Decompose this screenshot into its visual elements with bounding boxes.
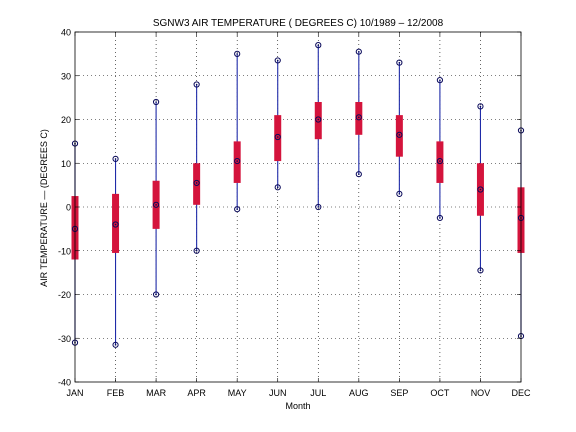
min-dot-sep — [398, 193, 401, 195]
x-tick-label: SEP — [390, 388, 408, 398]
min-point-feb — [112, 341, 119, 348]
min-dot-oct — [439, 217, 441, 219]
median-point-jun — [274, 133, 281, 141]
box-jun — [274, 115, 282, 162]
median-point-apr — [193, 179, 200, 187]
x-tick-label: DEC — [511, 388, 531, 398]
y-axis-label: AIR TEMPERATURE — (DEGREES C) — [39, 129, 49, 287]
min-point-mar — [152, 291, 160, 298]
max-point-oct — [436, 77, 444, 84]
min-dot-feb — [114, 344, 117, 346]
median-dot-mar — [155, 204, 157, 206]
max-dot-jun — [276, 59, 279, 62]
median-point-may — [234, 157, 241, 165]
y-tick-label: -20 — [58, 290, 71, 300]
median-dot-aug — [358, 116, 360, 119]
min-point-jun — [274, 184, 281, 191]
median-point-sep — [396, 131, 403, 138]
y-tick-label: 30 — [61, 71, 71, 81]
x-tick-label: JUN — [269, 388, 287, 398]
median-point-feb — [112, 221, 119, 228]
x-tick-label: APR — [187, 388, 206, 398]
min-dot-nov — [479, 269, 482, 272]
min-dot-may — [236, 208, 238, 210]
max-dot-sep — [398, 61, 401, 64]
y-tick-label: 20 — [61, 115, 71, 125]
min-point-apr — [193, 247, 200, 254]
median-dot-jul — [317, 118, 320, 121]
max-point-sep — [396, 59, 403, 66]
min-point-aug — [355, 171, 362, 178]
median-point-nov — [477, 186, 484, 193]
max-dot-nov — [479, 105, 482, 108]
x-tick-label: OCT — [430, 388, 450, 398]
box-sep — [395, 115, 403, 157]
min-point-nov — [477, 267, 484, 274]
box-aug — [355, 102, 363, 135]
box-feb — [112, 193, 120, 253]
y-tick-label: -30 — [58, 334, 71, 344]
min-dot-mar — [155, 293, 157, 296]
max-point-may — [234, 50, 241, 57]
max-dot-mar — [155, 101, 157, 103]
x-tick-label: MAY — [228, 388, 247, 398]
max-dot-aug — [358, 50, 360, 53]
max-dot-jul — [317, 44, 320, 46]
median-point-mar — [152, 201, 160, 208]
median-dot-nov — [479, 188, 482, 191]
min-point-may — [234, 206, 241, 213]
box-jul — [314, 102, 322, 140]
median-dot-may — [236, 160, 238, 162]
median-point-aug — [355, 114, 362, 121]
x-axis-label: Month — [285, 401, 310, 411]
x-tick-label: FEB — [107, 388, 125, 398]
x-tick-label: MAR — [146, 388, 167, 398]
min-point-sep — [396, 190, 403, 197]
min-dot-jul — [317, 206, 320, 208]
max-point-jun — [274, 57, 281, 64]
min-dot-aug — [358, 173, 360, 175]
min-point-jul — [315, 203, 322, 211]
max-dot-feb — [114, 158, 117, 160]
median-dot-jun — [276, 136, 279, 138]
x-tick-label: JAN — [66, 388, 83, 398]
median-dot-oct — [439, 160, 441, 162]
max-dot-may — [236, 53, 238, 55]
y-tick-label: 0 — [66, 203, 71, 213]
median-point-jul — [315, 116, 322, 123]
max-point-feb — [112, 155, 119, 162]
median-dot-apr — [195, 182, 198, 184]
min-dot-jun — [276, 186, 279, 189]
median-point-oct — [436, 157, 444, 165]
max-point-mar — [152, 98, 160, 106]
x-tick-label: JUL — [310, 388, 326, 398]
x-tick-label: NOV — [471, 388, 491, 398]
y-tick-label: 40 — [61, 28, 71, 38]
max-point-nov — [477, 103, 484, 110]
max-point-aug — [355, 48, 362, 55]
y-tick-label: 10 — [61, 159, 71, 169]
min-dot-apr — [195, 249, 198, 252]
axis-ticks: -40 -30 -20 -10 0 10 20 30 40 JAN FEB MAR APR MAY JUN J… — [58, 28, 531, 399]
max-dot-oct — [439, 79, 441, 81]
box-oct — [436, 141, 444, 183]
y-tick-label: -40 — [58, 378, 71, 388]
median-dot-sep — [398, 134, 401, 136]
x-tick-label: AUG — [349, 388, 369, 398]
chart-title: SGNW3 AIR TEMPERATURE ( DEGREES C) 10/19… — [153, 18, 444, 29]
max-dot-apr — [195, 83, 198, 86]
max-point-jul — [315, 42, 322, 49]
min-point-oct — [436, 214, 444, 222]
max-point-apr — [193, 81, 200, 88]
median-dot-feb — [114, 223, 117, 226]
y-tick-label: -10 — [58, 246, 71, 256]
box-may — [233, 141, 241, 183]
box-apr — [193, 163, 201, 205]
